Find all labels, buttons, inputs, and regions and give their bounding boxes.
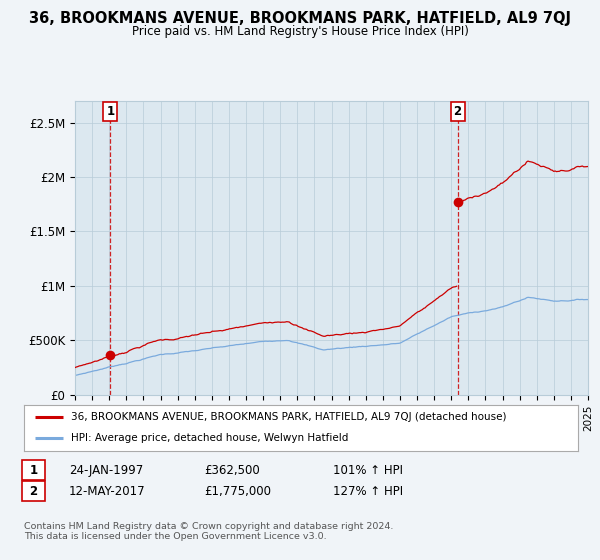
Text: Contains HM Land Registry data © Crown copyright and database right 2024.
This d: Contains HM Land Registry data © Crown c… (24, 522, 394, 542)
Text: HPI: Average price, detached house, Welwyn Hatfield: HPI: Average price, detached house, Welw… (71, 433, 349, 444)
Text: 36, BROOKMANS AVENUE, BROOKMANS PARK, HATFIELD, AL9 7QJ (detached house): 36, BROOKMANS AVENUE, BROOKMANS PARK, HA… (71, 412, 506, 422)
Text: Price paid vs. HM Land Registry's House Price Index (HPI): Price paid vs. HM Land Registry's House … (131, 25, 469, 38)
Text: 36, BROOKMANS AVENUE, BROOKMANS PARK, HATFIELD, AL9 7QJ: 36, BROOKMANS AVENUE, BROOKMANS PARK, HA… (29, 11, 571, 26)
Text: 1: 1 (29, 464, 38, 477)
Text: 12-MAY-2017: 12-MAY-2017 (69, 484, 146, 498)
Text: 2: 2 (454, 105, 461, 118)
Text: 127% ↑ HPI: 127% ↑ HPI (333, 484, 403, 498)
Text: 24-JAN-1997: 24-JAN-1997 (69, 464, 143, 477)
Text: 101% ↑ HPI: 101% ↑ HPI (333, 464, 403, 477)
Text: 1: 1 (106, 105, 115, 118)
Text: £1,775,000: £1,775,000 (204, 484, 271, 498)
Text: £362,500: £362,500 (204, 464, 260, 477)
Text: 2: 2 (29, 484, 38, 498)
